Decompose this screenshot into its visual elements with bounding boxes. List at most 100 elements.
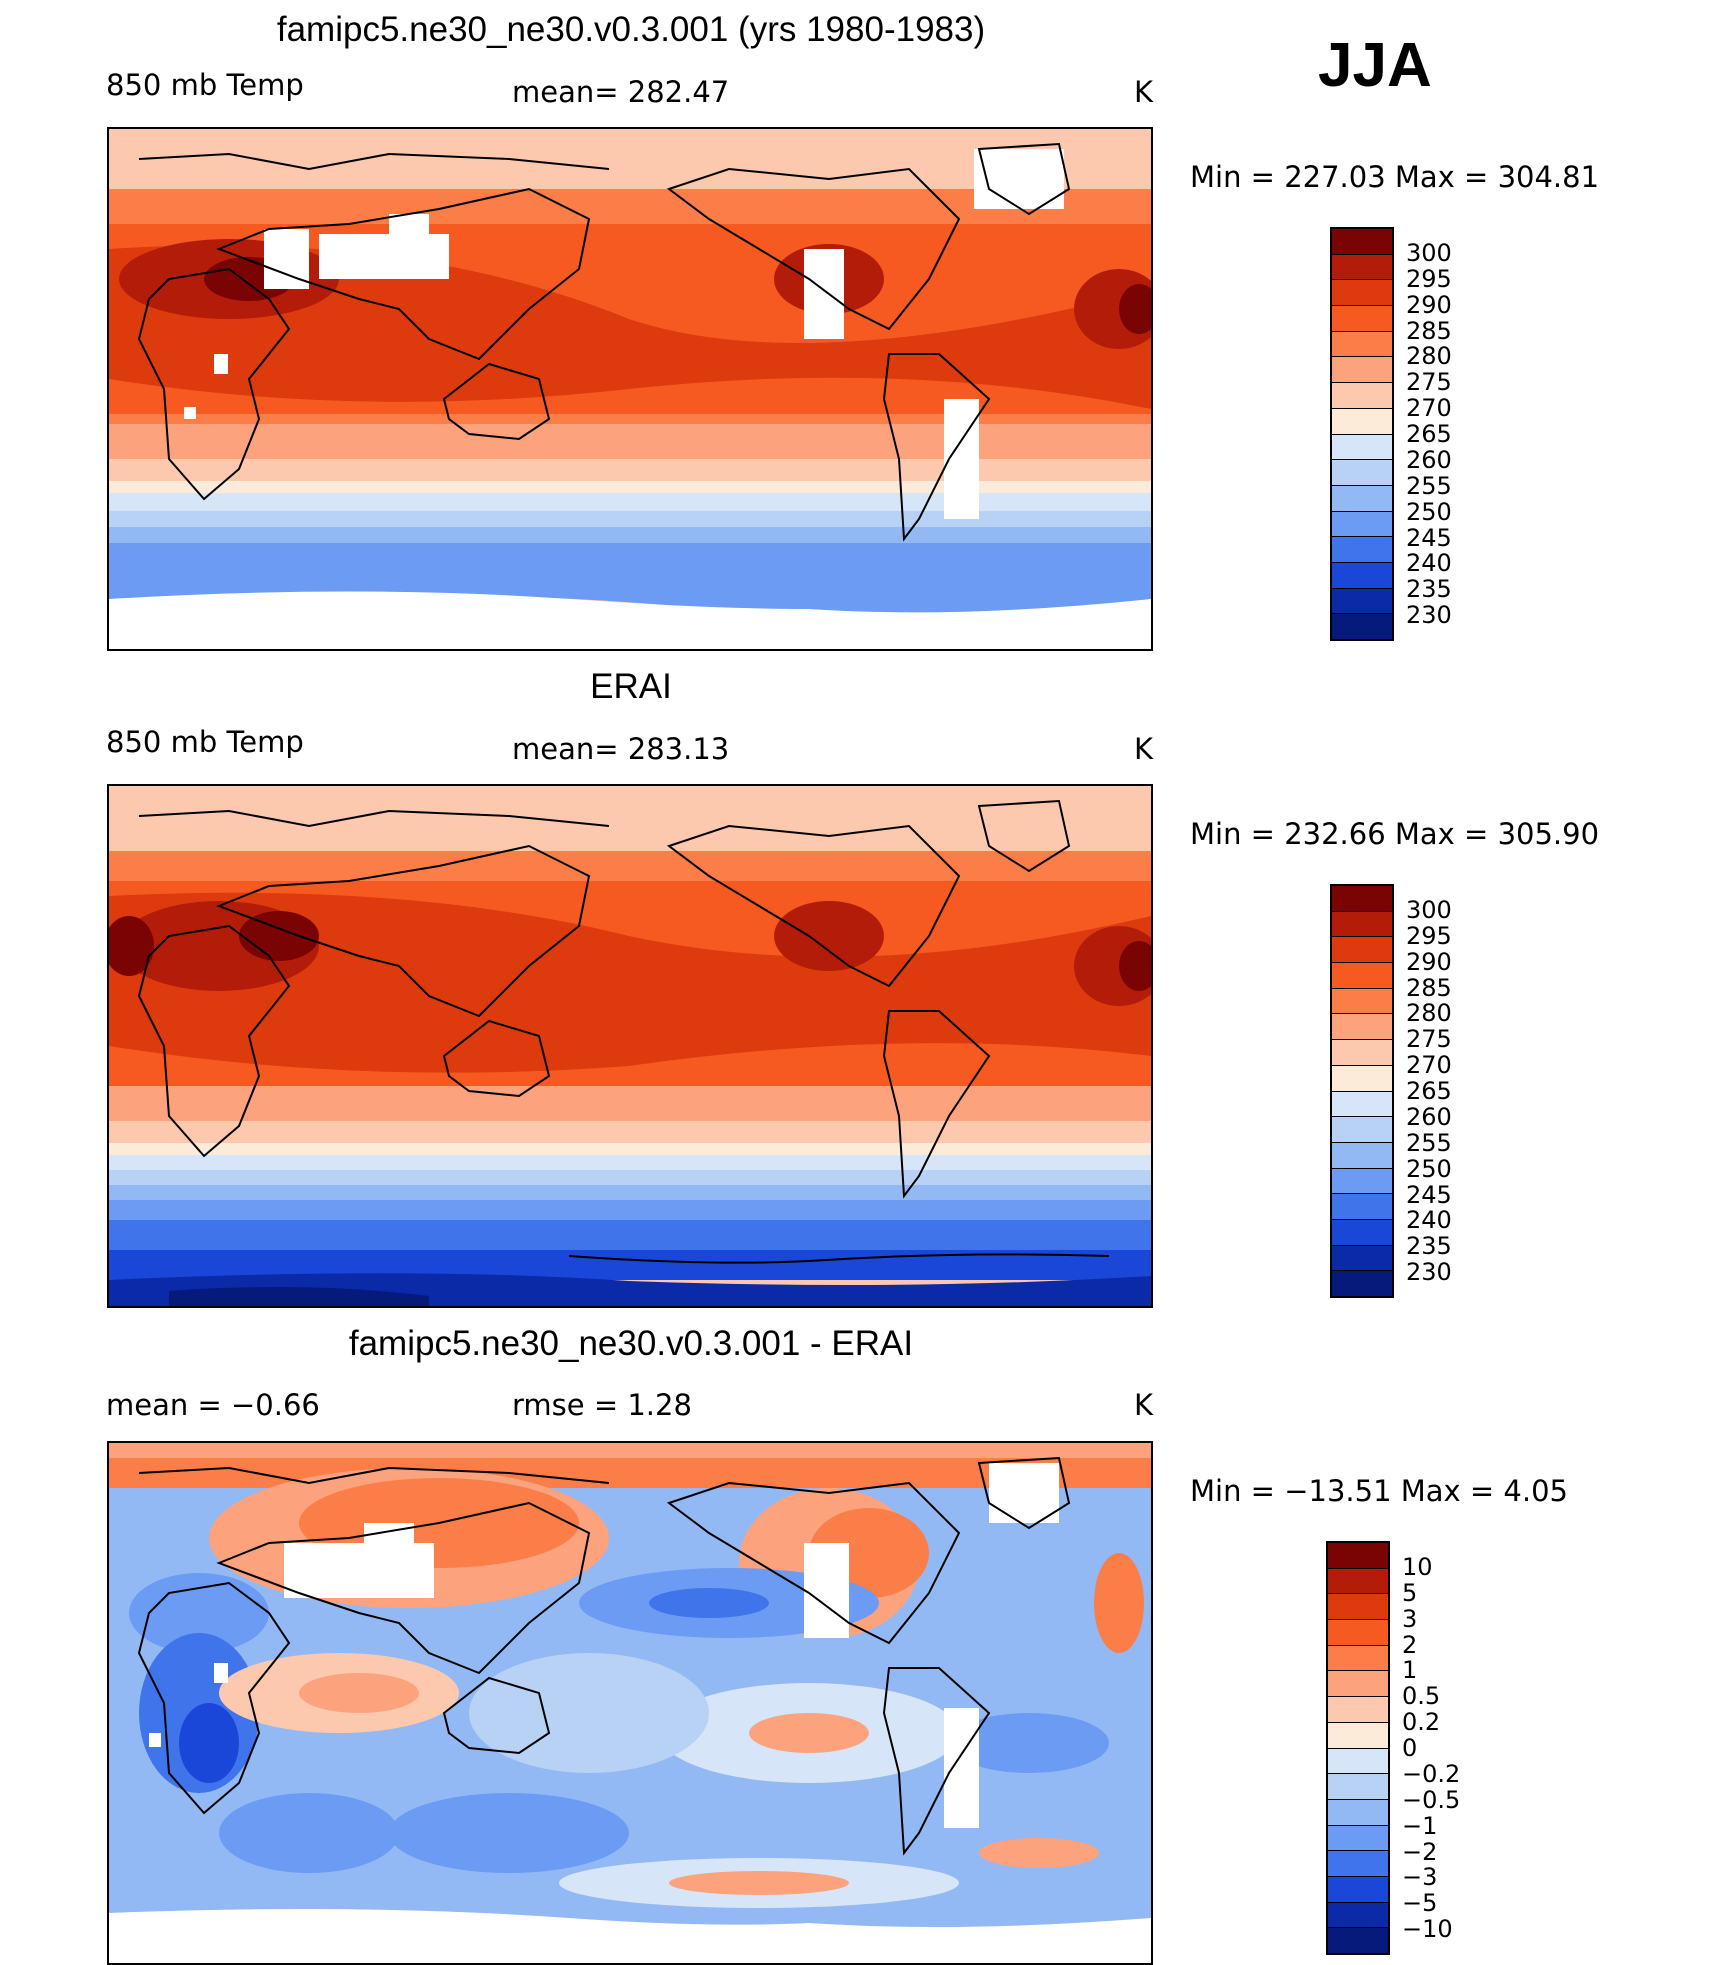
colorbar-swatch [1332,1090,1392,1117]
colorbar-swatch [1332,356,1392,383]
colorbar-tick-label: 230 [1406,601,1452,630]
stats-label: Min = −13.51 Max = 4.05 [1190,1474,1568,1508]
colorbar-swatch [1332,484,1392,511]
mean-label: mean= 282.47 [512,75,730,109]
colorbar-swatch [1328,1824,1388,1851]
colorbar-swatch [1332,253,1392,280]
colorbar-tick-label: 270 [1406,1051,1452,1080]
colorbar-tick-label: −5 [1402,1889,1438,1918]
units-label: K [1134,75,1154,109]
colorbar-swatch [1332,987,1392,1014]
rmse-label: rmse = 1.28 [512,1388,692,1422]
colorbar-swatch [1328,1567,1388,1594]
colorbar-swatch [1328,1747,1388,1774]
map-plot [107,1441,1153,1965]
colorbar-swatch [1332,1270,1392,1296]
colorbar-tick-label: 275 [1406,368,1452,397]
colorbar-swatch [1332,1116,1392,1142]
colorbar-tick-label: 265 [1406,420,1452,448]
colorbar-tick-label: 5 [1402,1578,1418,1607]
colorbar-swatch [1328,1670,1388,1697]
colorbar-tick-label: −2 [1402,1837,1438,1866]
colorbar-swatch [1332,510,1392,537]
colorbar-swatch [1332,536,1392,562]
colorbar-tick-label: 280 [1406,342,1452,371]
colorbar-swatch [1332,433,1392,460]
colorbar-swatch [1328,1773,1388,1799]
colorbar-tick-label: 245 [1406,523,1452,552]
colorbar-swatch [1332,1141,1392,1168]
variable-label: 850 mb Temp [106,68,304,102]
colorbar-swatch [1332,936,1392,963]
colorbar-tick-label: 0.5 [1402,1682,1441,1711]
colorbar-tick-label: 300 [1406,238,1452,267]
colorbar-tick-label: −10 [1402,1915,1453,1944]
units-label: K [1134,1388,1154,1422]
map-plot [107,784,1153,1308]
colorbar-swatch [1332,407,1392,434]
colorbar-swatch [1332,1039,1392,1065]
panel-title: famipc5.ne30_ne30.v0.3.001 (yrs 1980-198… [276,10,986,49]
colorbar-swatch [1332,382,1392,408]
colorbar-swatch [1332,910,1392,937]
colorbar-tick-label: 270 [1406,394,1452,423]
colorbar-swatch [1332,613,1392,639]
colorbar-tick-label: 230 [1406,1258,1452,1287]
colorbar-tick-label: 290 [1406,947,1452,976]
colorbar-swatch [1328,1721,1388,1748]
colorbar-tick-label: 250 [1406,1154,1452,1183]
colorbar-tick-label: 10 [1402,1552,1433,1581]
colorbar-swatch [1332,886,1392,911]
colorbar-tick-label: 260 [1406,445,1452,474]
colorbar-swatch [1332,1193,1392,1219]
colorbar-swatch [1328,1593,1388,1620]
colorbar-swatch [1332,305,1392,331]
colorbar-tick-label: 300 [1406,895,1452,924]
colorbar-swatch [1328,1543,1388,1568]
colorbar-swatch [1332,1064,1392,1091]
stats-label: Min = 227.03 Max = 304.81 [1190,160,1600,194]
colorbar-tick-label: −0.5 [1402,1785,1461,1814]
colorbar-swatch [1328,1798,1388,1825]
colorbar-tick-label: 285 [1406,973,1452,1002]
map-field [109,129,1151,649]
colorbar-swatch [1332,279,1392,306]
colorbar-swatch [1332,561,1392,588]
colorbar-tick-label: 295 [1406,264,1452,293]
units-label: K [1134,732,1154,766]
colorbar-swatch [1328,1875,1388,1902]
colorbar-tick-label: −3 [1402,1863,1438,1892]
colorbar-swatch [1328,1901,1388,1928]
colorbar-swatch [1328,1696,1388,1722]
variable-label: 850 mb Temp [106,725,304,759]
colorbar-tick-label: 260 [1406,1102,1452,1131]
colorbar-tick-label: 295 [1406,921,1452,950]
colorbar-swatch [1332,229,1392,254]
colorbar-swatch [1328,1644,1388,1671]
colorbar-tick-label: −0.2 [1402,1759,1461,1788]
map-field [109,1443,1151,1963]
colorbar-tick-label: 0 [1402,1734,1418,1762]
colorbar-swatch [1332,1244,1392,1271]
colorbar-swatches [1330,227,1394,641]
colorbar-tick-label: 255 [1406,471,1452,500]
colorbar-tick-label: 265 [1406,1077,1452,1105]
colorbar-swatches [1326,1541,1390,1955]
colorbar-swatch [1332,330,1392,357]
mean-label: mean= 283.13 [512,732,730,766]
colorbar-swatch [1332,962,1392,988]
map-plot [107,127,1153,651]
colorbar-tick-label: 235 [1406,575,1452,604]
season-label: JJA [1318,31,1432,100]
colorbar-swatch [1332,1013,1392,1040]
colorbar-swatch [1332,459,1392,485]
panel-title: ERAI [590,667,672,706]
panel-title: famipc5.ne30_ne30.v0.3.001 - ERAI [348,1324,914,1363]
colorbar-tick-label: 275 [1406,1025,1452,1054]
colorbar-tick-label: −1 [1402,1811,1438,1840]
colorbar-swatch [1332,587,1392,614]
colorbar-swatch [1328,1927,1388,1953]
colorbar-tick-label: 280 [1406,999,1452,1028]
colorbar-tick-label: 1 [1402,1656,1418,1685]
colorbar-tick-label: 255 [1406,1128,1452,1157]
